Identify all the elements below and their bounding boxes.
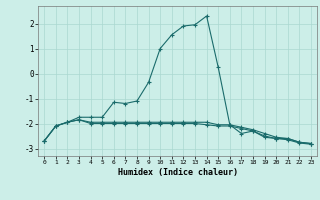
X-axis label: Humidex (Indice chaleur): Humidex (Indice chaleur) xyxy=(118,168,238,177)
